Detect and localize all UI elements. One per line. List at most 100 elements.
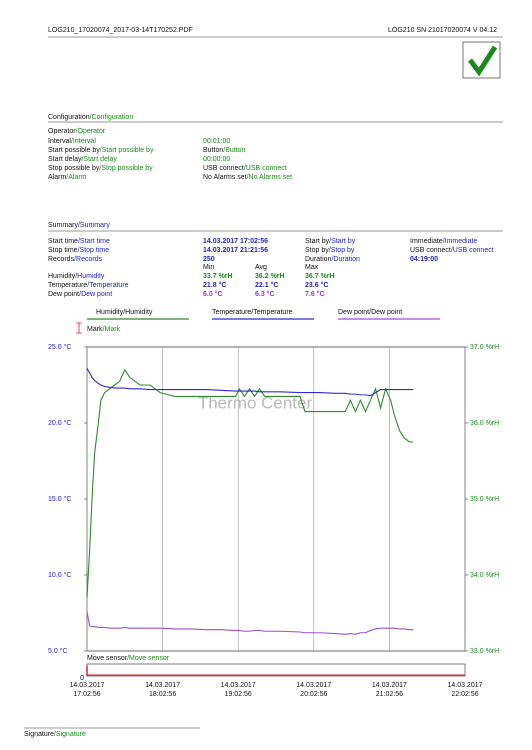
summary-cell-translation: /Start by bbox=[329, 238, 356, 245]
move-sensor-tick: 0 bbox=[80, 675, 84, 682]
stats-label-translation: /Humidity bbox=[75, 273, 105, 280]
config-value-primary: No Alarms set bbox=[203, 174, 247, 181]
stats-value: 33.7 %rH bbox=[203, 273, 233, 280]
y2-tick-label: 36.0 %rH bbox=[470, 420, 499, 427]
summary-cell: Start time/Start time bbox=[48, 238, 110, 245]
summary-cell-primary: Records bbox=[48, 256, 75, 263]
move-sensor-box bbox=[86, 663, 466, 677]
config-value: USB connect/USB connect bbox=[203, 165, 287, 172]
config-label-primary: Start delay bbox=[48, 156, 82, 163]
config-value-primary: Button bbox=[203, 147, 223, 154]
stats-header: Min bbox=[203, 264, 214, 271]
status-box bbox=[462, 41, 501, 79]
stats-value: 36.7 %rH bbox=[305, 273, 335, 280]
stats-value: 21.8 °C bbox=[203, 281, 226, 289]
summary-cell: Records/Records bbox=[48, 256, 103, 263]
stats-value: 6.0 °C bbox=[203, 290, 223, 298]
signature-label-primary: Signature bbox=[24, 731, 54, 738]
x-tick-label: 14.03.2017 21:02:56 bbox=[371, 682, 407, 698]
watermark: Thermo Center bbox=[198, 393, 313, 412]
stats-label-translation: /Dew point bbox=[79, 291, 112, 298]
y2-tick-label: 37.0 %rH bbox=[470, 344, 499, 351]
series-line bbox=[86, 368, 414, 598]
summary-cell-translation: /Stop time bbox=[78, 247, 110, 254]
section-title-primary: Summary bbox=[48, 222, 78, 229]
summary-cell-primary: Stop time bbox=[48, 247, 78, 254]
section-title-translation: /Configuration bbox=[90, 114, 134, 121]
summary-cell: Stop by/Stop by bbox=[305, 247, 355, 254]
summary-cell-primary: USB connect bbox=[410, 247, 451, 254]
x-tick-label: 14.03.2017 18:02:56 bbox=[145, 682, 181, 698]
summary-cell-primary: Immediate bbox=[410, 238, 443, 245]
config-label-primary: Start possible by bbox=[48, 147, 100, 154]
config-value: No Alarms set/No Alarms set bbox=[203, 174, 292, 181]
config-label: Interval/Interval bbox=[48, 138, 96, 145]
move-sensor-label-primary: Move sensor bbox=[87, 655, 128, 662]
stats-label: Temperature/Temperature bbox=[48, 282, 129, 289]
config-label: Operator/Operator bbox=[48, 128, 106, 135]
y2-tick-label: 34.0 %rH bbox=[470, 572, 499, 579]
section-title-translation: /Summary bbox=[78, 222, 110, 229]
config-value: 00:00:00 bbox=[203, 156, 230, 163]
signature-label-translation: /Signature bbox=[54, 731, 86, 738]
stats-value: 22.1 °C bbox=[255, 281, 278, 289]
summary-cell: Start by/Start by bbox=[305, 238, 356, 245]
config-value: Button/Button bbox=[203, 147, 246, 154]
summary-cell: Stop time/Stop time bbox=[48, 247, 109, 254]
y2-tick-label: 35.0 %rH bbox=[470, 496, 499, 503]
config-label: Start possible by/Start possible by bbox=[48, 147, 154, 154]
legend-label: Humidity/Humidity bbox=[96, 309, 153, 316]
summary-cell-primary: Start by bbox=[305, 238, 330, 245]
config-label-translation: /Interval bbox=[71, 138, 96, 145]
file-name: LOG210_17020074_2017-03-14T170252.PDF bbox=[48, 27, 193, 34]
stats-label: Humidity/Humidity bbox=[48, 273, 105, 280]
summary-cell-translation: /Start time bbox=[78, 238, 110, 245]
signature-label: Signature/Signature bbox=[24, 731, 86, 738]
x-tick-label: 14.03.2017 17:02:56 bbox=[69, 682, 105, 698]
legend-label: Dew point/Dew point bbox=[338, 309, 402, 316]
stats-value: 36.2 %rH bbox=[255, 273, 285, 280]
stats-label: Dew point/Dew point bbox=[48, 291, 112, 298]
y-tick-label: 10.0 °C bbox=[48, 571, 71, 579]
config-value-translation: /Button bbox=[223, 147, 245, 154]
mark-label-translation: /Mark bbox=[103, 326, 121, 333]
config-label-primary: Operator bbox=[48, 128, 76, 135]
stats-label-primary: Temperature bbox=[48, 282, 87, 289]
summary-cell-translation: /Stop by bbox=[329, 247, 355, 254]
mark-label-primary: Mark bbox=[87, 326, 103, 333]
legend-label: Temperature/Temperature bbox=[212, 309, 293, 316]
y2-tick-label: 33.0 %rH bbox=[470, 648, 499, 655]
config-label-translation: /Start possible by bbox=[100, 147, 154, 154]
stats-header: Avg bbox=[255, 264, 267, 271]
stats-value: 6.3 °C bbox=[255, 290, 275, 298]
summary-cell: 04:19:00 bbox=[410, 256, 438, 263]
summary-cell: 14.03.2017 21:21:56 bbox=[203, 247, 268, 254]
summary-cell-primary: Stop by bbox=[305, 247, 329, 254]
mark-label: Mark/Mark bbox=[87, 326, 121, 333]
summary-cell: USB connect/USB connect bbox=[410, 247, 494, 254]
stats-label-translation: /Temperature bbox=[87, 282, 128, 289]
config-value-translation: /No Alarms set bbox=[247, 174, 293, 181]
y-tick-label: 20.0 °C bbox=[48, 419, 71, 427]
y-tick-label: 5.0 °C bbox=[48, 647, 68, 655]
summary-cell: Immediate/Immediate bbox=[410, 238, 477, 245]
stats-value: 23.6 °C bbox=[305, 281, 328, 289]
config-value-translation: /USB connect bbox=[244, 165, 287, 172]
summary-cell-translation: /Immediate bbox=[443, 238, 478, 245]
config-label-translation: /Alarm bbox=[66, 174, 86, 181]
config-value-primary: USB connect bbox=[203, 165, 244, 172]
x-tick-label: 14.03.2017 22:02:56 bbox=[447, 682, 483, 698]
x-tick-label: 14.03.2017 20:02:56 bbox=[296, 682, 332, 698]
stats-header: Max bbox=[305, 264, 319, 271]
config-value: 00:01:00 bbox=[203, 138, 230, 145]
move-sensor-label-translation: /Move sensor bbox=[127, 655, 170, 662]
series-line bbox=[86, 611, 414, 635]
status-check bbox=[468, 45, 498, 77]
y-tick-label: 25.0 °C bbox=[48, 343, 71, 351]
stats-label-primary: Dew point bbox=[48, 291, 79, 298]
summary-cell: 250 bbox=[203, 256, 215, 263]
summary-cell-translation: /Records bbox=[74, 256, 103, 263]
config-label-translation: /Operator bbox=[76, 128, 106, 135]
